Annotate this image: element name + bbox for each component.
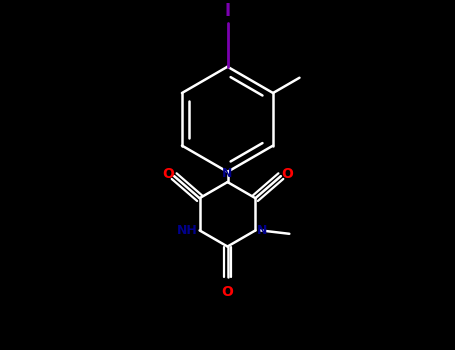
- Text: O: O: [162, 167, 174, 181]
- Text: O: O: [222, 285, 233, 299]
- Text: N: N: [257, 224, 268, 237]
- Text: I: I: [224, 2, 231, 20]
- Text: N: N: [222, 167, 233, 180]
- Text: O: O: [281, 167, 293, 181]
- Text: NH: NH: [177, 224, 198, 237]
